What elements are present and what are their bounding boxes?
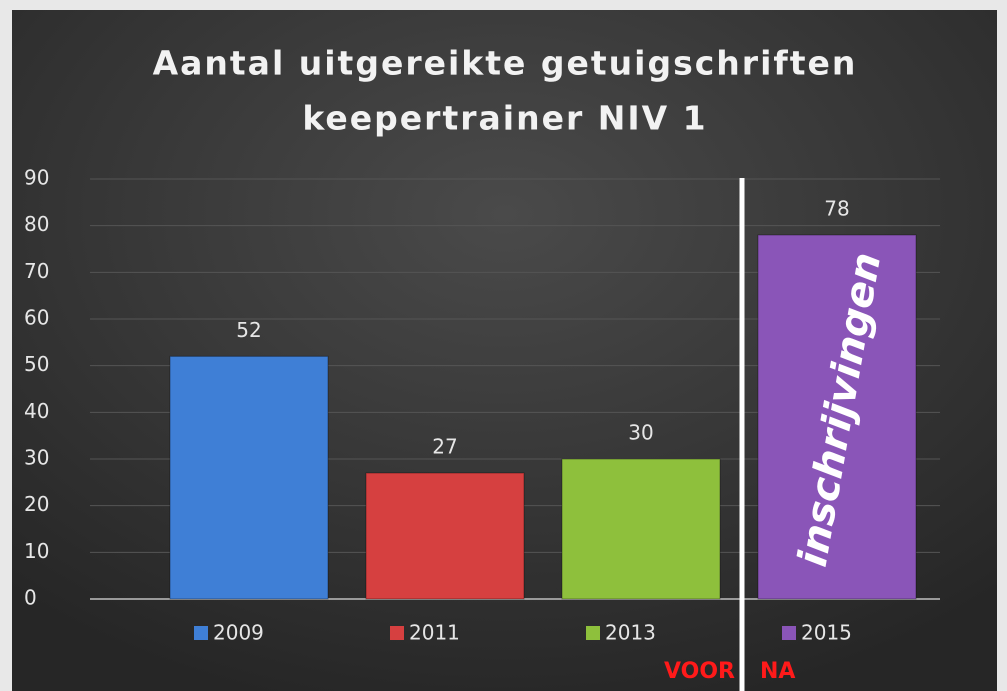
y-tick-label: 50 [24,352,49,376]
legend-swatch [390,626,404,640]
bar [561,458,721,600]
x-tick-label: 2013 [605,621,656,645]
y-tick-label: 0 [24,586,37,610]
annotation: NA [760,659,795,684]
y-tick-label: 60 [24,306,49,330]
y-tick-label: 90 [24,166,49,190]
value-label: 78 [824,197,849,221]
y-tick-label: 30 [24,446,49,470]
x-tick-label: 2015 [801,621,852,645]
chart-title: Aantal uitgereikte getuigschriften [153,44,858,83]
value-label: 27 [432,435,457,459]
value-label: 52 [236,318,261,342]
legend-swatch [782,626,796,640]
annotation: VOOR [664,659,735,684]
legend-swatch [194,626,208,640]
y-tick-label: 10 [24,539,49,563]
legend-swatch [586,626,600,640]
x-tick-label: 2011 [409,621,460,645]
bar [169,355,329,600]
chart-title: keepertrainer NIV 1 [302,99,707,138]
bar [365,472,525,600]
bar [757,234,917,600]
y-tick-label: 40 [24,399,49,423]
y-tick-label: 70 [24,259,49,283]
value-label: 30 [628,421,653,445]
y-tick-label: 20 [24,492,49,516]
x-tick-label: 2009 [213,621,264,645]
y-tick-label: 80 [24,212,49,236]
